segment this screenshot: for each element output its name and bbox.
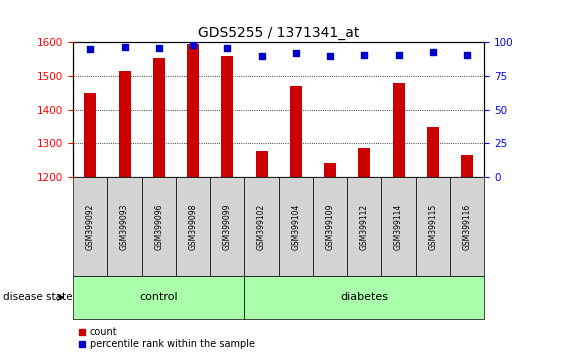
Text: GSM399099: GSM399099 bbox=[223, 203, 232, 250]
Bar bbox=[324, 162, 336, 177]
Text: GSM399098: GSM399098 bbox=[189, 203, 198, 250]
Point bbox=[223, 45, 232, 51]
Bar bbox=[119, 71, 131, 177]
Point bbox=[394, 52, 403, 57]
Bar bbox=[153, 58, 165, 177]
Text: GSM399114: GSM399114 bbox=[394, 204, 403, 250]
Text: GSM399104: GSM399104 bbox=[291, 203, 300, 250]
Point bbox=[189, 42, 198, 48]
Point bbox=[360, 52, 369, 57]
Bar bbox=[290, 86, 302, 177]
Bar bbox=[427, 127, 439, 177]
Point bbox=[428, 49, 437, 55]
Bar bbox=[221, 56, 233, 177]
Legend: count, percentile rank within the sample: count, percentile rank within the sample bbox=[78, 327, 254, 349]
Point bbox=[257, 53, 266, 59]
Title: GDS5255 / 1371341_at: GDS5255 / 1371341_at bbox=[198, 26, 359, 40]
Point bbox=[463, 52, 472, 57]
Text: GSM399102: GSM399102 bbox=[257, 204, 266, 250]
Text: disease state: disease state bbox=[3, 292, 72, 302]
Text: GSM399116: GSM399116 bbox=[463, 204, 472, 250]
Point bbox=[154, 45, 163, 51]
Text: GSM399092: GSM399092 bbox=[86, 203, 95, 250]
Bar bbox=[392, 83, 405, 177]
Point bbox=[291, 50, 300, 56]
Bar bbox=[461, 155, 473, 177]
Bar bbox=[187, 44, 199, 177]
Point bbox=[325, 53, 334, 59]
Point bbox=[120, 44, 129, 49]
Text: GSM399115: GSM399115 bbox=[428, 204, 437, 250]
Text: GSM399093: GSM399093 bbox=[120, 203, 129, 250]
Bar bbox=[84, 93, 96, 177]
Bar bbox=[256, 151, 267, 177]
Point bbox=[86, 46, 95, 52]
Text: diabetes: diabetes bbox=[340, 292, 388, 302]
Text: GSM399096: GSM399096 bbox=[154, 203, 163, 250]
Bar bbox=[358, 148, 370, 177]
Text: GSM399112: GSM399112 bbox=[360, 204, 369, 250]
Text: control: control bbox=[140, 292, 178, 302]
Text: GSM399109: GSM399109 bbox=[325, 203, 334, 250]
